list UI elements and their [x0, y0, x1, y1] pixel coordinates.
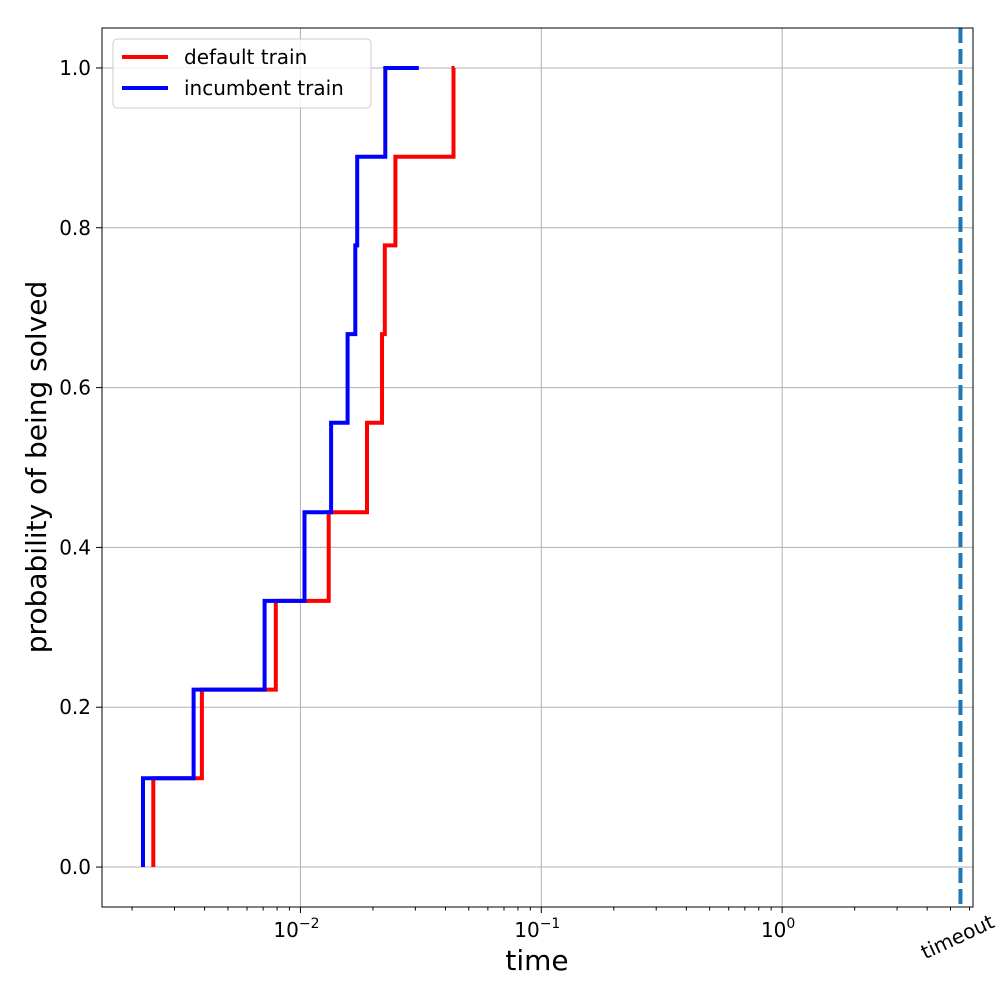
series-line-incumbent-train [141, 66, 419, 867]
x-tick-label: 10−1 [514, 916, 560, 942]
legend-label-default-train: default train [184, 45, 307, 69]
legend-label-incumbent-train: incumbent train [184, 76, 344, 100]
y-tick-label: 0.6 [59, 376, 91, 400]
y-tick-label: 0.8 [59, 216, 91, 240]
x-tick-label: 10−2 [273, 916, 319, 942]
series-lines [141, 66, 456, 867]
x-axis-label: time [505, 944, 568, 977]
x-tick-label: 100 [761, 916, 795, 942]
y-tick-label: 1.0 [59, 56, 91, 80]
y-tick-label: 0.4 [59, 535, 91, 559]
y-axis-label: probability of being solved [20, 281, 53, 653]
y-tick-label: 0.2 [59, 695, 91, 719]
plot-frame [101, 27, 974, 908]
y-tick-label: 0.0 [59, 855, 91, 879]
legend-box [112, 38, 372, 109]
legend: default train incumbent train [112, 38, 372, 109]
